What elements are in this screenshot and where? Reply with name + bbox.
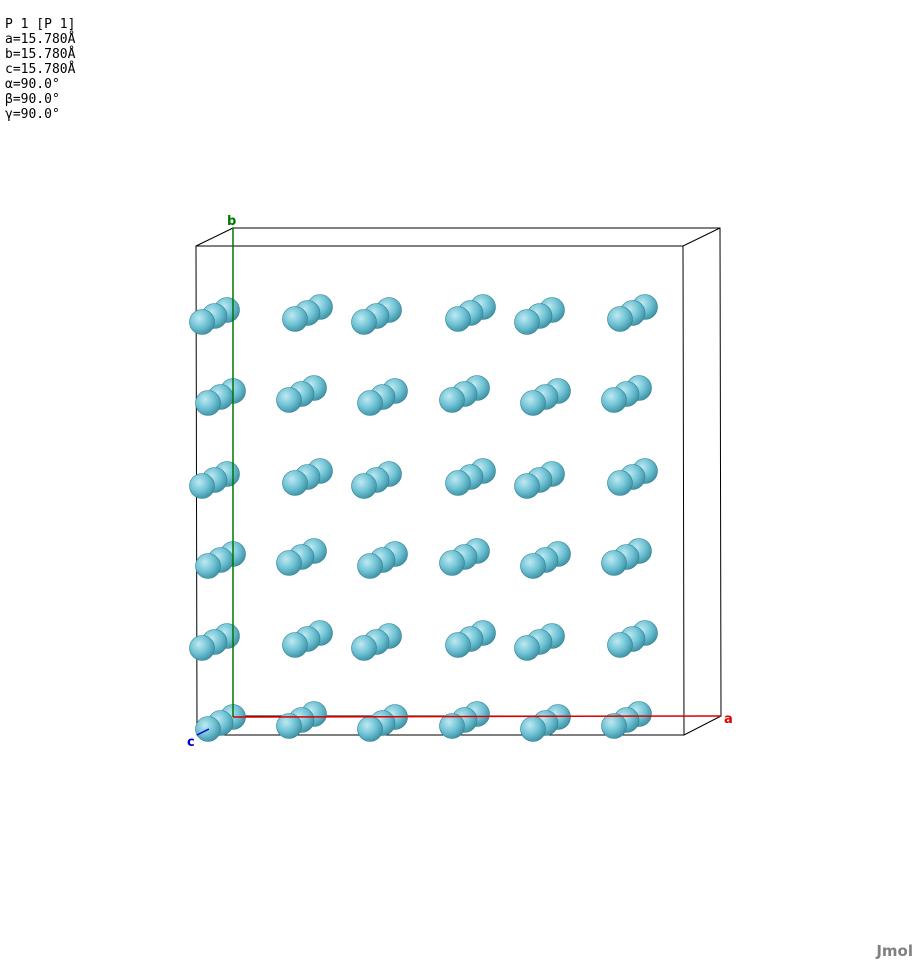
- unit-cell-info: P 1 [P 1] a=15.780Å b=15.780Å c=15.780Å …: [5, 17, 75, 122]
- space-group-label: P 1 [P 1]: [5, 17, 76, 32]
- atom-sphere[interactable]: [189, 473, 215, 499]
- atom-sphere[interactable]: [189, 309, 215, 335]
- atom-sphere[interactable]: [195, 390, 221, 416]
- atom-sphere[interactable]: [357, 716, 383, 742]
- atom-sphere[interactable]: [514, 309, 540, 335]
- atom-sphere[interactable]: [445, 632, 471, 658]
- atom-sphere[interactable]: [439, 387, 465, 413]
- atom-sphere[interactable]: [282, 632, 308, 658]
- atom-sphere[interactable]: [445, 306, 471, 332]
- atom-sphere[interactable]: [195, 553, 221, 579]
- cell-length-a: a=15.780Å: [5, 32, 76, 47]
- atom-sphere[interactable]: [445, 470, 471, 496]
- cell-edge: [195, 227, 234, 247]
- atom-sphere[interactable]: [607, 632, 633, 658]
- atom-sphere[interactable]: [601, 550, 627, 576]
- atom-sphere[interactable]: [351, 309, 377, 335]
- axis-a-line: [232, 715, 722, 718]
- jmol-watermark: Jmol: [876, 942, 913, 960]
- atom-sphere[interactable]: [276, 550, 302, 576]
- atom-sphere[interactable]: [607, 306, 633, 332]
- axis-c-line: [196, 728, 210, 736]
- atom-sphere[interactable]: [514, 635, 540, 661]
- axis-c-label: c: [187, 735, 195, 750]
- cell-angle-gamma: γ=90.0°: [5, 107, 60, 122]
- atom-sphere[interactable]: [601, 713, 627, 739]
- atom-sphere[interactable]: [357, 553, 383, 579]
- atom-sphere[interactable]: [189, 635, 215, 661]
- axis-vectors: a b c: [187, 214, 733, 750]
- atom-sphere[interactable]: [439, 550, 465, 576]
- atom-sphere[interactable]: [351, 473, 377, 499]
- atom-sphere[interactable]: [282, 470, 308, 496]
- atom-sphere[interactable]: [601, 387, 627, 413]
- atom-sphere[interactable]: [514, 473, 540, 499]
- cell-angle-alpha: α=90.0°: [5, 77, 60, 92]
- cell-length-c: c=15.780Å: [5, 62, 76, 77]
- atom-sphere[interactable]: [351, 635, 377, 661]
- cell-angle-beta: β=90.0°: [5, 92, 60, 107]
- atom-sphere[interactable]: [607, 470, 633, 496]
- atom-sphere[interactable]: [276, 387, 302, 413]
- axis-a-label: a: [724, 712, 733, 727]
- cell-edge: [682, 227, 721, 247]
- cell-length-b: b=15.780Å: [5, 47, 76, 62]
- atom-layer: [189, 294, 658, 742]
- atom-sphere[interactable]: [520, 553, 546, 579]
- atom-sphere[interactable]: [520, 716, 546, 742]
- atom-sphere[interactable]: [439, 713, 465, 739]
- atom-sphere[interactable]: [520, 390, 546, 416]
- atom-sphere[interactable]: [282, 306, 308, 332]
- atom-sphere[interactable]: [276, 713, 302, 739]
- atom-sphere[interactable]: [357, 390, 383, 416]
- axis-b-label: b: [227, 214, 236, 229]
- cell-edge: [683, 715, 722, 736]
